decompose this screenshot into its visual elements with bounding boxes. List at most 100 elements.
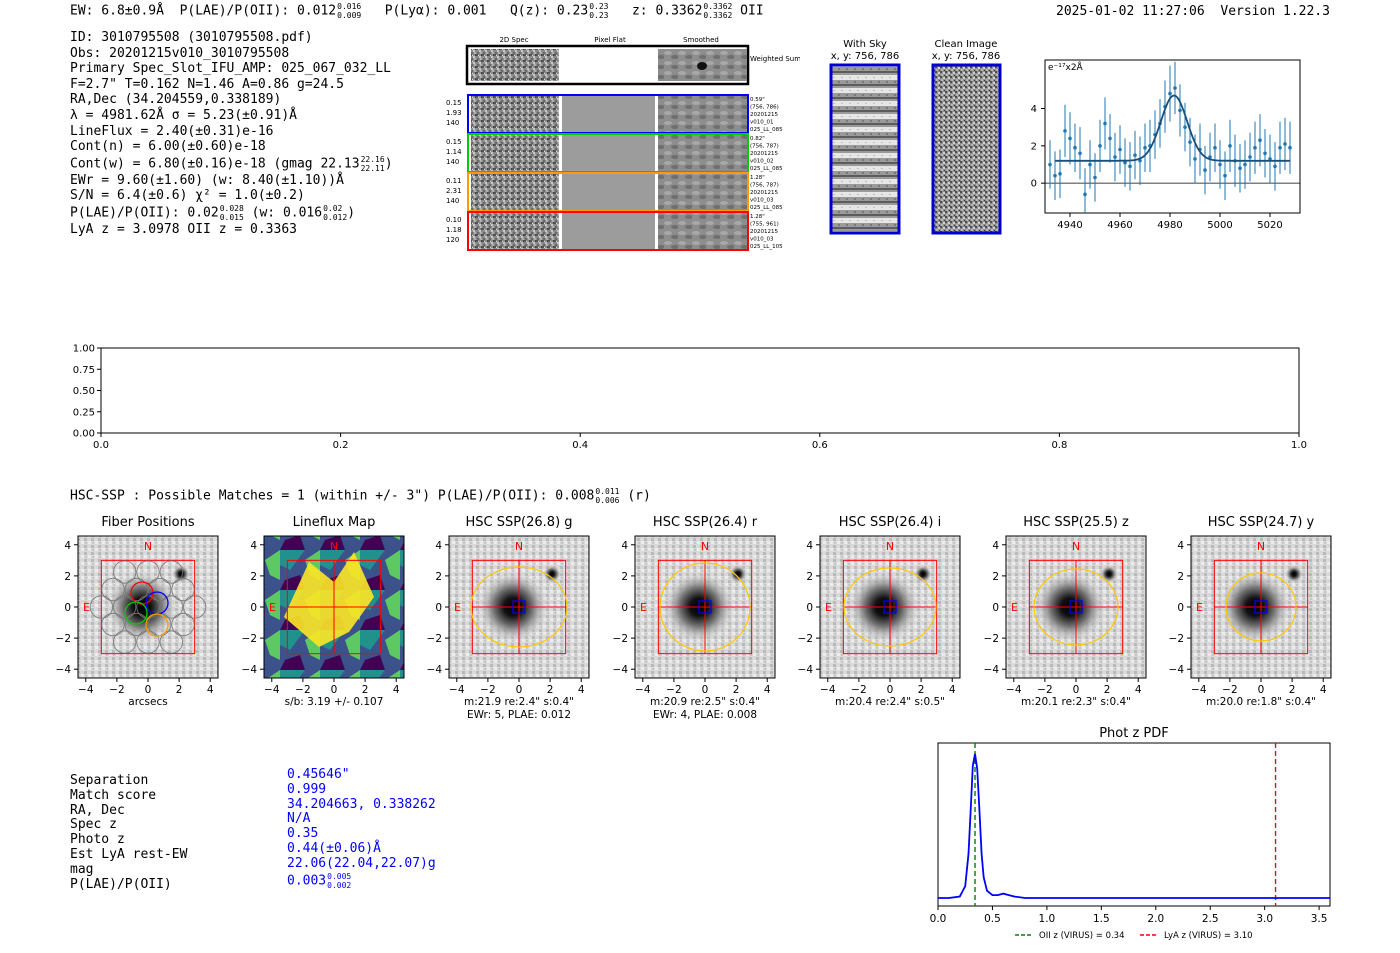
hsc-xtick-label: −4 bbox=[1191, 684, 1207, 696]
hsc-header: HSC-SSP : Possible Matches = 1 (within +… bbox=[70, 487, 651, 505]
fiber-circle bbox=[101, 612, 125, 637]
spec-point bbox=[1248, 155, 1252, 159]
contw-text: Cont(w) = 6.80(±0.16)e-18 (gmag 22.13 bbox=[70, 156, 360, 172]
fiber-center-box bbox=[512, 600, 526, 614]
match-labels: Separation Match score RA, Dec Spec z Ph… bbox=[70, 773, 187, 892]
cutout-right-label: (756, 786) bbox=[750, 105, 779, 111]
timestamp-version: 2025-01-02 11:27:06 Version 1.22.3 bbox=[1056, 4, 1330, 19]
cutout-pixelflat bbox=[562, 95, 656, 132]
photz-xtick-label: 3.0 bbox=[1256, 913, 1273, 925]
weighted-sum-label: Weighted Sum bbox=[750, 55, 800, 63]
spec-fit-line bbox=[1055, 94, 1290, 162]
cutout-2dspec bbox=[471, 212, 559, 249]
spec-point bbox=[1103, 121, 1107, 126]
cutout-left-label: 120 bbox=[446, 236, 459, 244]
plya-value: P(Lyα): 0.001 bbox=[384, 3, 487, 19]
z-hi: 0.3362 bbox=[703, 2, 733, 11]
photz-pdf-chart: Phot z PDF 0.0 0.5 1.0 1.5 2.0 2.5 3.0 3.5 OII z … bbox=[930, 726, 1331, 941]
spec-point bbox=[1108, 136, 1112, 141]
empty-ytick-label: 1.00 bbox=[73, 344, 95, 355]
photz-legend-label: OII z (VIRUS) = 0.34 bbox=[1039, 931, 1125, 941]
photz-xtick-label: 1.5 bbox=[1093, 913, 1110, 925]
spec-point bbox=[1208, 155, 1212, 159]
cutout-right-label: 025_LL_105 bbox=[750, 244, 783, 250]
hsc-xtick-label: 4 bbox=[578, 684, 585, 696]
hsc-xtick-label: −4 bbox=[264, 684, 280, 696]
hsc-panels: Fiber Positions N E −4 −2 0 2 4 4 2 0 −2 −4 arcsecs Li… bbox=[56, 515, 1332, 721]
match-plae: 0.003 bbox=[287, 873, 327, 889]
hsc-ytick-label: 2 bbox=[1177, 571, 1184, 583]
hsc-ytick-label: 4 bbox=[250, 540, 257, 552]
hsc-ytick-label: −2 bbox=[984, 633, 999, 645]
hsc-ytick-label: 2 bbox=[806, 571, 813, 583]
info-ewr: EWr = 9.60(±1.60) (w: 8.40(±1.10))Å bbox=[70, 172, 344, 188]
cutout-right-label: (755, 961) bbox=[750, 222, 779, 228]
spec-point bbox=[1283, 142, 1287, 146]
ew-value: 0.44(±0.06)Å bbox=[287, 840, 381, 856]
datetime: 2025-01-02 11:27:06 bbox=[1056, 4, 1205, 19]
col-header-pixelflat: Pixel Flat bbox=[594, 36, 626, 44]
cutout-divider bbox=[655, 173, 658, 210]
photz-pdf-line bbox=[938, 753, 1330, 899]
match-label: Spec z bbox=[70, 817, 117, 833]
cutout-right-label: 0.82" bbox=[750, 136, 765, 142]
fiber-green bbox=[124, 601, 148, 625]
fiber-circle bbox=[171, 577, 195, 602]
spec-ytick-label: 4 bbox=[1031, 104, 1037, 115]
hsc-ytick-label: 4 bbox=[621, 540, 628, 552]
cutout-right-label: 025_LL_085 bbox=[750, 127, 783, 133]
cutout-divider bbox=[559, 134, 562, 171]
hsc-xtick-label: 4 bbox=[764, 684, 771, 696]
plae-value: 0.003 0.005 0.002 bbox=[287, 872, 436, 890]
cutout-left-label: 1.14 bbox=[446, 148, 462, 156]
photz-xtick-label: 0.5 bbox=[984, 913, 1001, 925]
hsc-xtick-label: 4 bbox=[949, 684, 956, 696]
hsc-hi: 0.011 bbox=[595, 487, 620, 496]
spec-point bbox=[1098, 144, 1102, 148]
cutout-right-label: 20201215 bbox=[750, 151, 778, 157]
qz-value: Q(z): 0.23 bbox=[509, 3, 589, 19]
compass-e: E bbox=[83, 601, 90, 614]
hsc-ytick-label: −4 bbox=[242, 664, 258, 676]
cutout-left-label: 140 bbox=[446, 197, 459, 205]
hsc-xtick-label: 2 bbox=[918, 684, 925, 696]
hsc-xtick-label: 2 bbox=[1289, 684, 1296, 696]
spec-point bbox=[1183, 125, 1187, 129]
spec-point bbox=[1133, 153, 1137, 157]
hsc-caption: arcsecs bbox=[128, 696, 167, 708]
hsc-xtick-label: −2 bbox=[1222, 684, 1237, 696]
match-label: Separation bbox=[70, 773, 149, 788]
cutout-divider bbox=[559, 173, 562, 210]
spec-point bbox=[1268, 157, 1272, 161]
spec-point bbox=[1123, 160, 1127, 165]
compass-n: N bbox=[1257, 540, 1265, 553]
cutout-right-label: 20201215 bbox=[750, 190, 778, 196]
cutout-right-label: 20201215 bbox=[750, 112, 778, 118]
spec-point bbox=[1078, 151, 1082, 156]
z-lo: 0.3362 bbox=[703, 11, 733, 20]
fiber-circle bbox=[148, 577, 172, 602]
photz-title: Phot z PDF bbox=[1099, 726, 1169, 741]
empty-xtick-label: 0.4 bbox=[572, 440, 588, 451]
compass-n: N bbox=[886, 540, 894, 553]
hsc-panel-title: Lineflux Map bbox=[293, 515, 376, 530]
score-value: 0.999 bbox=[287, 781, 327, 797]
aperture-ellipse bbox=[470, 566, 568, 648]
col-header-smoothed: Smoothed bbox=[683, 36, 719, 44]
z-line: OII bbox=[740, 3, 764, 19]
empty-axes-frame bbox=[100, 347, 1300, 434]
hsc-caption: m:21.9 re:2.4" s:0.4" bbox=[464, 696, 574, 708]
fiber-circle bbox=[124, 577, 148, 602]
hsc-xtick-label: −2 bbox=[480, 684, 495, 696]
hsc-panel-title: HSC SSP(26.4) r bbox=[653, 515, 758, 530]
cutout-left-label: 0.11 bbox=[446, 177, 462, 185]
hsc-caption: m:20.9 re:2.5" s:0.4" bbox=[650, 696, 760, 708]
hsc-caption: m:20.1 re:2.3" s:0.4" bbox=[1021, 696, 1131, 708]
clean-image-xy: x, y: 756, 786 bbox=[932, 51, 1001, 62]
hsc-band: (r) bbox=[627, 488, 651, 504]
spec-point bbox=[1083, 192, 1087, 197]
plae-w-lo: 0.012 bbox=[323, 212, 348, 222]
hsc-ytick-label: −4 bbox=[984, 664, 1000, 676]
hsc-ytick-label: −4 bbox=[798, 664, 814, 676]
photoz-value: 0.35 bbox=[287, 826, 319, 842]
